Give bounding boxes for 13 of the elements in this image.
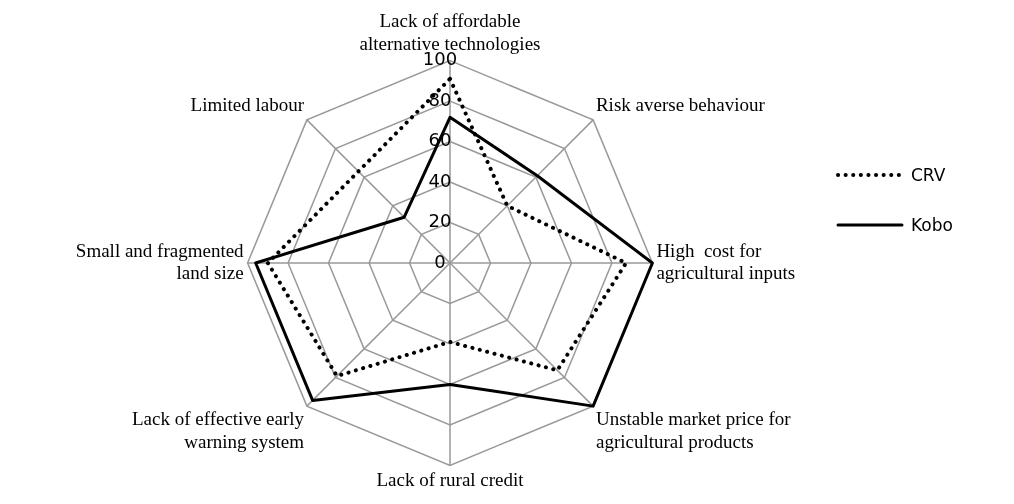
spoke-label: Unstable market price for agricultural products xyxy=(595,408,792,453)
legend-label: CRV xyxy=(911,165,946,185)
spoke-label: Small and fragmented land size xyxy=(75,239,245,284)
y-tick-label: 40 xyxy=(428,169,452,191)
spoke-label: Limited labour xyxy=(190,93,305,115)
legend-label: Kobo xyxy=(911,215,953,235)
spoke-label: Lack of effective early warning system xyxy=(131,408,305,453)
spoke-label: High cost for agricultural inputs xyxy=(656,239,796,284)
spoke-label: Risk averse behaviour xyxy=(595,93,766,115)
spoke-label: Lack of rural credit xyxy=(376,468,525,490)
y-tick-label: 80 xyxy=(428,88,452,110)
y-tick-label: 20 xyxy=(428,210,452,232)
y-tick-label: 0 xyxy=(434,250,446,272)
